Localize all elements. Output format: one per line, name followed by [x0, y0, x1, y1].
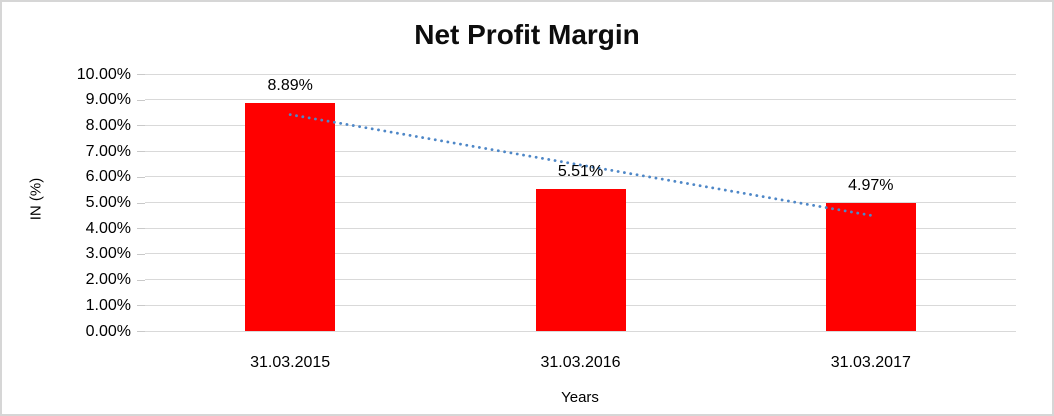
y-axis-tick-label: 1.00% [85, 296, 131, 314]
trendline [288, 113, 873, 217]
y-axis-tick-label: 2.00% [85, 271, 131, 289]
gridline [145, 150, 1016, 152]
gridline [145, 99, 1016, 101]
x-axis-tick-label: 31.03.2016 [540, 354, 621, 371]
y-axis-tick-label: 10.00% [76, 65, 131, 83]
y-tick-mark [137, 99, 145, 101]
y-tick-mark [137, 331, 145, 332]
y-axis-tick-label: 7.00% [85, 142, 131, 160]
x-axis-tick-label: 31.03.2017 [830, 354, 911, 371]
gridline [145, 330, 1016, 332]
x-axis-title: Years [561, 389, 599, 406]
gridline [145, 124, 1016, 126]
y-tick-mark [137, 253, 145, 255]
y-axis-tick-label: 0.00% [85, 322, 131, 340]
y-axis-tick-label: 4.00% [85, 219, 131, 237]
y-axis-tick-label: 9.00% [85, 91, 131, 109]
data-label: 5.51% [557, 163, 604, 181]
y-tick-mark [137, 279, 145, 281]
data-label: 8.89% [267, 76, 313, 94]
chart-title: Net Profit Margin [414, 19, 640, 50]
data-label: 4.97% [848, 177, 894, 195]
gridline [145, 73, 1016, 75]
y-tick-mark [137, 305, 145, 307]
bar [535, 189, 626, 331]
y-axis-tick-label: 5.00% [85, 194, 131, 211]
y-tick-mark [137, 228, 145, 230]
y-tick-mark [137, 151, 145, 153]
y-axis-tick-label: 8.00% [85, 116, 131, 134]
bar [825, 203, 916, 331]
y-tick-mark [137, 125, 145, 127]
bar [245, 102, 336, 331]
y-tick-mark [137, 202, 145, 204]
y-axis-tick-label: 3.00% [85, 245, 131, 263]
plot-area: 8.89% 5.51% 4.97% [145, 73, 1016, 332]
y-tick-mark [137, 176, 145, 178]
y-axis-tick-label: 6.00% [85, 168, 131, 186]
y-tick-mark [137, 74, 145, 75]
x-axis-tick-label: 31.03.2015 [250, 354, 331, 371]
gridline [145, 176, 1016, 178]
